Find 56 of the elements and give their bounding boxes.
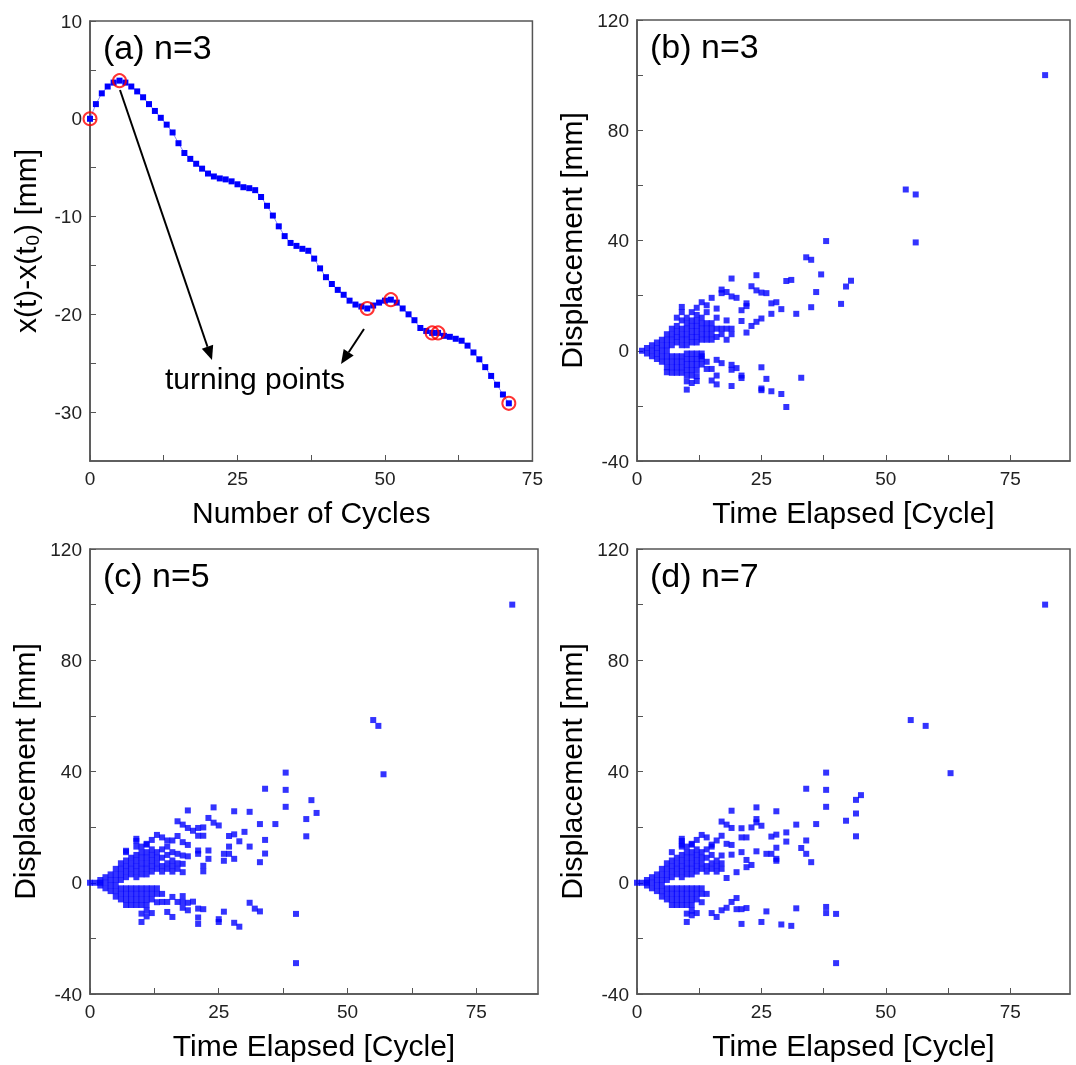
y-axis-title: x(t)-x(t₀) [mm] bbox=[8, 148, 42, 334]
y-tick-label: -40 bbox=[54, 983, 82, 1005]
point bbox=[424, 325, 440, 341]
x-tick-label: 0 bbox=[631, 1001, 643, 1022]
point bbox=[430, 325, 446, 341]
x-axis-title: Time Elapsed [Cycle] bbox=[172, 1028, 456, 1062]
x-tick-label: 50 bbox=[336, 1001, 359, 1022]
point bbox=[112, 73, 127, 89]
x-tick-label: 25 bbox=[226, 468, 249, 489]
y-tick-label: -20 bbox=[54, 303, 82, 325]
x-tick-label: 75 bbox=[999, 468, 1021, 489]
x-tick-label: 75 bbox=[999, 1001, 1021, 1022]
chart-title: (a) n=3 bbox=[103, 28, 212, 66]
y-tick-label: 120 bbox=[597, 9, 629, 31]
x-tick-label: 25 bbox=[750, 1001, 772, 1022]
y-tick-label: -40 bbox=[601, 450, 629, 472]
y-tick-label: 80 bbox=[60, 649, 82, 671]
chart-title: (b) n=3 bbox=[650, 27, 759, 65]
x-tick-label: 50 bbox=[374, 468, 396, 489]
point bbox=[82, 111, 98, 127]
chart-title: (d) n=7 bbox=[650, 556, 759, 594]
point bbox=[383, 292, 399, 308]
y-axis-title: Displacement [mm] bbox=[554, 112, 588, 369]
x-tick-label: 0 bbox=[631, 468, 643, 489]
y-tick-label: 40 bbox=[607, 230, 629, 251]
y-tick-label: -10 bbox=[54, 206, 82, 228]
x-tick-label: 50 bbox=[875, 468, 897, 489]
y-tick-label: -40 bbox=[601, 983, 629, 1005]
y-tick-label: 120 bbox=[597, 538, 629, 560]
x-tick-label: 25 bbox=[750, 468, 772, 489]
x-axis-title: Time Elapsed [Cycle] bbox=[712, 495, 995, 529]
x-tick-label: 75 bbox=[521, 468, 543, 489]
y-tick-label: 0 bbox=[71, 108, 82, 130]
y-tick-label: 0 bbox=[618, 872, 629, 894]
y-tick-label: 40 bbox=[607, 761, 629, 782]
x-tick-label: 75 bbox=[465, 1001, 487, 1022]
y-axis-title: Displacement [mm] bbox=[7, 643, 41, 900]
y-tick-label: 120 bbox=[50, 538, 82, 560]
chart-title: (c) n=5 bbox=[103, 556, 210, 594]
y-axis-title: Displacement [mm] bbox=[554, 643, 588, 900]
x-tick-label: 0 bbox=[84, 1001, 96, 1022]
x-tick-label: 0 bbox=[84, 468, 96, 489]
point bbox=[501, 395, 517, 411]
x-tick-label: 50 bbox=[875, 1001, 897, 1022]
annotation: turning points bbox=[164, 361, 346, 395]
x-axis-title: Number of Cycles bbox=[192, 495, 431, 529]
y-tick-label: 10 bbox=[60, 10, 82, 32]
y-tick-label: 80 bbox=[607, 119, 629, 141]
y-tick-label: 0 bbox=[71, 872, 82, 894]
y-tick-label: 0 bbox=[618, 340, 629, 362]
y-tick-label: 40 bbox=[60, 761, 82, 782]
y-tick-label: 80 bbox=[607, 649, 629, 671]
x-tick-label: 25 bbox=[208, 1001, 230, 1022]
x-axis-title: Time Elapsed [Cycle] bbox=[712, 1028, 995, 1062]
point bbox=[359, 300, 375, 316]
y-tick-label: -30 bbox=[54, 401, 82, 423]
